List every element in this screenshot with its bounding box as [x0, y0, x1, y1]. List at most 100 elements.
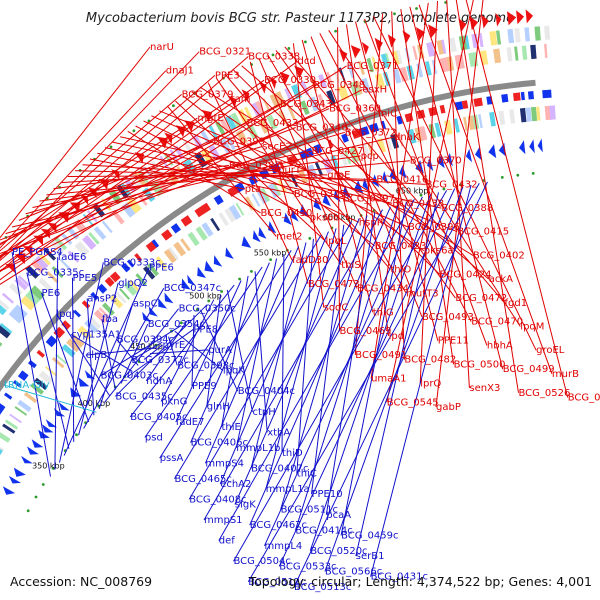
forward-gene-label-line	[0, 51, 200, 260]
forward-gene-arrow	[339, 49, 348, 63]
feature-dot	[442, 187, 446, 191]
forward-gene-label-line	[53, 164, 229, 190]
inner-feature-block	[461, 100, 469, 109]
reverse-gene-label-line	[174, 330, 224, 371]
inner-feature-block	[161, 229, 173, 241]
reverse-gene-label-line	[131, 341, 163, 361]
reverse-gene-block	[135, 273, 147, 286]
reverse-gene-label: fadE7	[176, 417, 205, 428]
reverse-gene-block	[23, 392, 38, 404]
forward-gene-label-line	[364, 18, 488, 346]
reverse-gene-label-line	[100, 325, 182, 377]
forward-gene-label: grpE	[327, 170, 350, 181]
reverse-gene-label: clpB	[86, 350, 108, 361]
reverse-gene-block	[0, 446, 4, 451]
forward-gene-label: BCG_0338	[248, 52, 300, 63]
forward-gene-arrow	[402, 30, 411, 44]
forward-gene-label: BCG_0343	[280, 99, 332, 110]
reverse-gene-label-line	[63, 267, 150, 456]
reverse-gene-label: purA	[208, 345, 232, 356]
inner-feature-block	[104, 276, 115, 287]
forward-gene-label: BCG_0536	[568, 393, 600, 404]
feature-block	[300, 100, 310, 115]
reverse-gene-label: serB1	[356, 551, 385, 562]
feature-block	[287, 106, 296, 121]
feature-block	[416, 63, 424, 78]
feature-dot	[304, 40, 307, 44]
reverse-gene-label-line	[188, 221, 352, 500]
forward-gene-label-line	[0, 46, 151, 239]
reverse-gene-block	[367, 142, 375, 157]
forward-gene-label: PPE11	[438, 336, 469, 347]
inner-feature-block	[36, 349, 45, 358]
reverse-gene-block	[128, 279, 140, 292]
inner-feature-block	[13, 380, 22, 388]
forward-gene-block	[441, 39, 447, 54]
inner-feature-block	[501, 93, 509, 103]
reverse-gene-label-line	[86, 298, 95, 416]
forward-gene-label: BCG_0375	[294, 189, 346, 200]
inner-feature-block	[369, 122, 380, 133]
forward-gene-label: BCG_0473	[308, 279, 360, 290]
reverse-gene-label-line	[70, 334, 133, 372]
reverse-gene-label-line	[293, 181, 488, 588]
reverse-gene-label: def	[219, 536, 236, 547]
feature-dot	[287, 47, 291, 50]
reverse-gene-block	[478, 114, 483, 129]
forward-gene-label: BCG_0321	[199, 47, 251, 58]
forward-gene-label: PPE3	[215, 70, 240, 81]
feature-block	[20, 295, 36, 311]
reverse-gene-block	[235, 202, 245, 216]
reverse-gene-block	[397, 132, 404, 147]
forward-gene-block	[215, 121, 226, 136]
forward-gene-label-line	[89, 158, 245, 190]
reverse-gene-label-line	[247, 183, 480, 583]
forward-gene-block	[108, 189, 123, 205]
reverse-gene-block	[272, 182, 282, 196]
forward-gene-label-line	[207, 82, 293, 261]
forward-gene-label-line	[465, 0, 569, 398]
forward-gene-label: BCG_0470	[471, 317, 523, 328]
inner-feature-block	[109, 271, 121, 283]
reverse-gene-label-line	[204, 246, 300, 464]
inner-feature-block	[278, 161, 285, 170]
reverse-gene-arrow	[313, 197, 322, 211]
feature-block	[0, 324, 11, 339]
forward-gene-arrow	[157, 136, 168, 149]
reverse-gene-label-line	[145, 320, 188, 382]
reverse-gene-arrow	[268, 221, 277, 234]
reverse-gene-label: glpQ2	[118, 278, 148, 289]
reverse-gene-label-line	[280, 215, 368, 510]
forward-gene-label: BCG_0430	[261, 208, 313, 219]
reverse-gene-label-line	[85, 347, 157, 356]
reverse-gene-arrow	[2, 486, 16, 495]
forward-gene-block	[244, 106, 253, 121]
reverse-gene-block	[163, 248, 177, 264]
reverse-gene-label: xthA	[267, 427, 290, 438]
reverse-gene-block	[55, 353, 68, 365]
feature-dot	[137, 360, 141, 363]
forward-gene-label: BCG_0433	[247, 118, 299, 129]
forward-gene-arrow	[175, 125, 186, 138]
reverse-gene-label-line	[101, 318, 116, 390]
forward-gene-block	[326, 71, 334, 86]
scale-tick-label: 550 kbp	[254, 248, 287, 257]
forward-gene-label: BCG_0330	[264, 75, 316, 86]
reverse-gene-label: pssA	[160, 453, 184, 464]
forward-gene-label: lpqL	[326, 236, 347, 247]
trna-gene-label-line	[3, 384, 97, 413]
feature-dot	[531, 172, 535, 175]
reverse-gene-label-line	[296, 238, 314, 474]
feature-block	[337, 85, 350, 101]
inner-feature-block	[0, 403, 6, 411]
reverse-gene-label: BCG_0435c	[115, 391, 172, 402]
reverse-gene-block	[102, 302, 115, 316]
reverse-gene-block	[377, 138, 387, 153]
feature-dot	[179, 321, 183, 325]
inner-feature-block	[53, 326, 66, 339]
reverse-gene-label: echA2	[220, 479, 251, 490]
reverse-gene-arrow	[58, 402, 70, 411]
reverse-gene-block	[525, 107, 532, 122]
forward-gene-label-line	[409, 6, 504, 370]
reverse-gene-label-line	[234, 218, 360, 505]
